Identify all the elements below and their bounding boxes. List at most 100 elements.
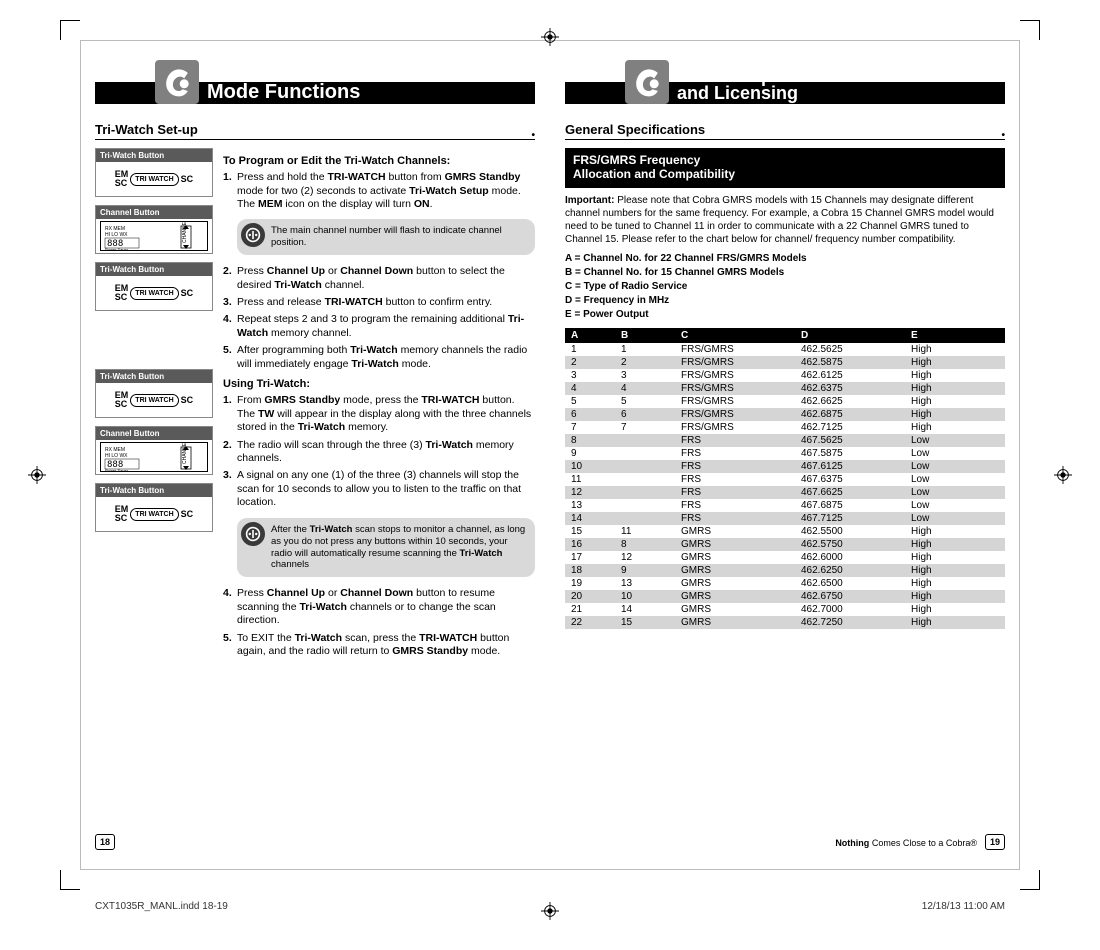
table-row: 44FRS/GMRS462.6375High — [565, 382, 1005, 395]
table-cell: 11 — [615, 525, 675, 538]
table-cell: 18 — [565, 564, 615, 577]
table-cell: Low — [905, 434, 1005, 447]
table-cell: Low — [905, 447, 1005, 460]
table-header-cell: D — [795, 328, 905, 343]
table-row: 1712GMRS462.6000High — [565, 551, 1005, 564]
crop-mark — [1020, 870, 1040, 890]
table-cell: 467.6875 — [795, 499, 905, 512]
step-note-wrapper: The main channel number will flash to in… — [223, 215, 535, 261]
table-cell: GMRS — [675, 603, 795, 616]
table-cell: 22 — [565, 616, 615, 629]
table-cell: 462.6875 — [795, 408, 905, 421]
table-row: 14 FRS467.7125Low — [565, 512, 1005, 525]
table-cell: High — [905, 382, 1005, 395]
table-cell — [615, 486, 675, 499]
table-cell: Low — [905, 460, 1005, 473]
table-cell: FRS/GMRS — [675, 395, 795, 408]
table-cell: 462.7000 — [795, 603, 905, 616]
table-cell: 2 — [615, 356, 675, 369]
page-number: 19 — [985, 834, 1005, 850]
table-row: 77FRS/GMRS462.7125High — [565, 421, 1005, 434]
table-cell: FRS — [675, 499, 795, 512]
table-cell — [615, 460, 675, 473]
registration-mark-icon — [28, 466, 46, 484]
steps-list: 1.Press and hold the TRI-WATCH button fr… — [223, 171, 535, 371]
tri-watch-button-icon: TRI WATCH — [130, 173, 178, 186]
table-cell: 7 — [615, 421, 675, 434]
table-cell: High — [905, 343, 1005, 356]
step-item: 1.Press and hold the TRI-WATCH button fr… — [223, 171, 535, 211]
table-cell: High — [905, 603, 1005, 616]
table-cell: 3 — [615, 369, 675, 382]
crop-line — [80, 869, 1020, 870]
table-cell: 14 — [615, 603, 675, 616]
cobra-logo-icon — [625, 60, 669, 104]
table-cell: FRS/GMRS — [675, 343, 795, 356]
table-cell: 17 — [565, 551, 615, 564]
table-cell: FRS/GMRS — [675, 382, 795, 395]
table-cell — [615, 512, 675, 525]
step-item: 4.Press Channel Up or Channel Down butto… — [223, 587, 535, 627]
illustration-panel: Channel Button RX MEMHI LO WX888Power Sa… — [95, 426, 213, 475]
table-cell: 462.5625 — [795, 343, 905, 356]
table-cell: 8 — [565, 434, 615, 447]
registration-mark-icon — [541, 28, 559, 46]
table-cell: FRS/GMRS — [675, 369, 795, 382]
table-cell: High — [905, 590, 1005, 603]
svg-text:CHANNEL: CHANNEL — [182, 443, 188, 464]
subheading: To Program or Edit the Tri-Watch Channel… — [223, 154, 535, 168]
frequency-banner: FRS/GMRS Frequency Allocation and Compat… — [565, 148, 1005, 188]
table-row: 2114GMRS462.7000High — [565, 603, 1005, 616]
svg-text:HI LO WX: HI LO WX — [105, 232, 128, 238]
table-cell: High — [905, 538, 1005, 551]
table-cell: 19 — [565, 577, 615, 590]
table-cell: High — [905, 395, 1005, 408]
table-cell: Low — [905, 499, 1005, 512]
table-cell: GMRS — [675, 538, 795, 551]
table-header-cell: A — [565, 328, 615, 343]
cobra-logo-icon — [155, 60, 199, 104]
panel-caption: Channel Button — [96, 206, 212, 219]
section-heading: Tri-Watch Set-up — [95, 122, 535, 140]
table-cell — [615, 434, 675, 447]
table-cell: GMRS — [675, 616, 795, 629]
lcd-display-icon: RX MEMHI LO WX888Power SaverCHANNEL — [100, 442, 208, 472]
table-cell: FRS — [675, 473, 795, 486]
table-cell: High — [905, 616, 1005, 629]
table-cell: FRS/GMRS — [675, 421, 795, 434]
table-cell: GMRS — [675, 577, 795, 590]
table-cell: Low — [905, 512, 1005, 525]
table-cell: 462.6000 — [795, 551, 905, 564]
banner-line: Allocation and Compatibility — [573, 167, 735, 181]
table-cell: FRS — [675, 512, 795, 525]
table-row: 189GMRS462.6250High — [565, 564, 1005, 577]
table-cell: High — [905, 356, 1005, 369]
table-cell: Low — [905, 473, 1005, 486]
table-row: 168GMRS462.5750High — [565, 538, 1005, 551]
table-cell: 14 — [565, 512, 615, 525]
step-item: 4.Repeat steps 2 and 3 to program the re… — [223, 313, 535, 340]
illustration-panel: Tri-Watch Button EMSCTRI WATCHSC — [95, 262, 213, 311]
table-cell: 15 — [565, 525, 615, 538]
table-cell: High — [905, 408, 1005, 421]
instructions-column: To Program or Edit the Tri-Watch Channel… — [223, 148, 535, 662]
table-row: 55FRS/GMRS462.6625High — [565, 395, 1005, 408]
page-header: Operation Mode Functions — [95, 60, 535, 104]
page-title: General Specifications and Licensing — [677, 68, 871, 102]
illustration-panel: Tri-Watch Button EMSCTRI WATCHSC — [95, 369, 213, 418]
table-cell: 20 — [565, 590, 615, 603]
registration-mark-icon — [1054, 466, 1072, 484]
table-cell: FRS/GMRS — [675, 408, 795, 421]
table-row: 2010GMRS462.6750High — [565, 590, 1005, 603]
table-cell: 1 — [615, 343, 675, 356]
step-item: 1.From GMRS Standby mode, press the TRI-… — [223, 394, 535, 434]
table-cell: 467.7125 — [795, 512, 905, 525]
step-item: 3.A signal on any one (1) of the three (… — [223, 469, 535, 509]
svg-text:Power Saver: Power Saver — [105, 468, 129, 473]
note-icon — [241, 223, 265, 247]
table-cell: 462.5750 — [795, 538, 905, 551]
table-cell: FRS — [675, 460, 795, 473]
table-cell: GMRS — [675, 551, 795, 564]
table-cell: 462.6250 — [795, 564, 905, 577]
table-row: 66FRS/GMRS462.6875High — [565, 408, 1005, 421]
